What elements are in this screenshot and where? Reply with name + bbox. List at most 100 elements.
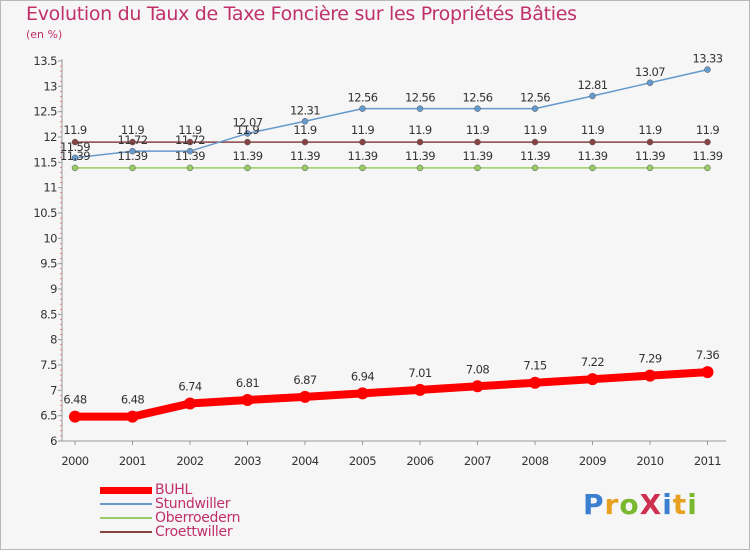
logo-letter: t xyxy=(672,488,688,521)
data-point xyxy=(301,138,309,146)
data-label: 6.87 xyxy=(293,373,316,387)
data-point xyxy=(186,138,194,146)
data-label: 11.39 xyxy=(578,149,608,163)
y-tick-label: 12 xyxy=(43,130,57,144)
legend-label: Croettwiller xyxy=(155,524,233,540)
data-point xyxy=(359,138,366,146)
data-point xyxy=(414,383,426,396)
data-label: 11.9 xyxy=(408,123,431,137)
data-label: 11.9 xyxy=(523,123,546,137)
data-point xyxy=(184,397,196,410)
data-label: 11.72 xyxy=(118,133,148,147)
legend-label: Stundwiller xyxy=(155,496,231,512)
legend-swatch xyxy=(100,503,152,505)
logo-letter: X xyxy=(639,488,663,521)
data-point xyxy=(704,66,711,73)
data-point xyxy=(529,376,541,389)
data-label: 11.9 xyxy=(293,123,316,137)
data-point xyxy=(416,138,424,146)
series-oberroedern xyxy=(71,164,711,172)
data-label: 11.9 xyxy=(121,123,144,137)
y-tick-label: 6 xyxy=(50,434,57,448)
data-point xyxy=(474,164,481,172)
y-tick-label: 10.5 xyxy=(33,206,57,220)
data-label: 7.08 xyxy=(466,362,489,376)
data-label: 12.07 xyxy=(233,115,263,129)
x-tick-label: 2003 xyxy=(234,454,261,468)
data-label: 7.01 xyxy=(408,366,431,380)
legend-swatch xyxy=(100,517,152,519)
data-label: 11.9 xyxy=(696,123,719,137)
legend-swatch xyxy=(100,531,152,533)
data-point xyxy=(589,92,596,100)
y-tick-label: 11 xyxy=(43,181,57,195)
data-point xyxy=(129,138,136,146)
logo-letter: i xyxy=(687,488,698,521)
y-tick-label: 13 xyxy=(43,79,57,93)
data-label: 11.39 xyxy=(520,149,550,163)
data-label: 6.48 xyxy=(121,393,144,407)
data-label: 11.39 xyxy=(635,149,665,163)
y-axis-ticks: 6 6.5 7 7.5 8 8.5 9 9.5 10 10.5 11 11.5 12 12.5 13 13.5 xyxy=(33,54,62,448)
data-label: 11.9 xyxy=(638,123,661,137)
data-label: 11.9 xyxy=(178,123,201,137)
data-label: 12.56 xyxy=(463,91,493,105)
data-point xyxy=(586,373,599,386)
y-tick-label: 10 xyxy=(43,231,57,245)
data-label: 6.74 xyxy=(178,380,201,394)
data-point xyxy=(69,410,81,423)
data-label: 11.39 xyxy=(175,149,205,163)
data-point xyxy=(299,390,311,403)
x-tick-label: 2008 xyxy=(521,454,548,468)
legend-item-stundwiller: Stundwiller xyxy=(100,497,240,511)
data-label: 11.39 xyxy=(290,149,320,163)
data-point xyxy=(531,138,539,146)
data-point xyxy=(241,393,254,406)
y-tick-label: 8 xyxy=(50,333,57,347)
legend: BUHL Stundwiller Oberroedern Croettwiller xyxy=(100,482,241,540)
series-croettwiller xyxy=(71,138,711,146)
x-tick-label: 2000 xyxy=(61,454,88,468)
data-labels-croettwiller: 11.9 11.9 11.9 11.9 11.9 11.9 11.9 11.9 11.9 11.9… xyxy=(63,123,720,137)
data-label: 11.72 xyxy=(175,133,205,147)
unit-label: (en %) xyxy=(26,28,63,41)
data-label: 6.94 xyxy=(351,369,374,383)
data-label: 11.39 xyxy=(60,149,90,163)
data-label: 11.39 xyxy=(348,149,378,163)
data-label: 7.15 xyxy=(523,359,546,373)
data-point xyxy=(704,164,711,172)
data-label: 12.31 xyxy=(290,103,320,117)
data-point xyxy=(244,164,251,172)
legend-swatch xyxy=(100,486,152,494)
data-point xyxy=(646,79,654,87)
logo-letter: i xyxy=(662,488,673,521)
data-label: 11.9 xyxy=(236,123,259,137)
data-point xyxy=(471,380,484,393)
data-point xyxy=(126,410,139,423)
data-point xyxy=(356,387,369,400)
data-point xyxy=(589,164,596,172)
y-tick-label: 8.5 xyxy=(40,307,57,321)
data-label: 7.36 xyxy=(696,348,719,362)
chart-title: Evolution du Taux de Taxe Foncière sur l… xyxy=(26,3,577,25)
x-tick-label: 2004 xyxy=(291,454,318,468)
data-label: 12.81 xyxy=(578,78,608,92)
data-point xyxy=(531,105,539,112)
data-point xyxy=(416,164,424,172)
data-label: 12.56 xyxy=(348,91,378,105)
data-label: 11.39 xyxy=(118,149,148,163)
data-label: 11.39 xyxy=(463,149,493,163)
data-point xyxy=(186,164,194,172)
x-tick-label: 2001 xyxy=(119,454,146,468)
y-tick-label: 7 xyxy=(50,383,57,397)
data-point xyxy=(646,138,654,146)
data-point xyxy=(359,105,366,112)
data-label: 12.56 xyxy=(520,91,550,105)
data-point xyxy=(244,138,251,146)
legend-item-oberroedern: Oberroedern xyxy=(100,511,241,525)
data-label: 13.33 xyxy=(693,52,723,66)
data-point xyxy=(71,138,79,146)
y-tick-label: 6.5 xyxy=(40,409,57,423)
data-point xyxy=(301,118,309,125)
legend-label: BUHL xyxy=(155,482,192,498)
